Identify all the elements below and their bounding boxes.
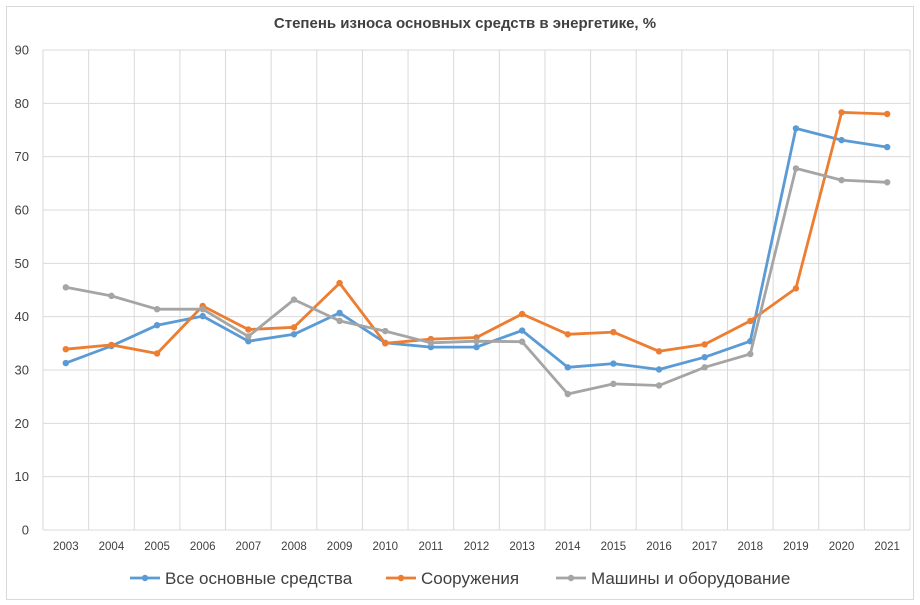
legend-label: Сооружения — [421, 569, 519, 588]
data-point — [518, 310, 526, 318]
y-tick-label: 30 — [15, 363, 29, 378]
x-tick-label: 2004 — [99, 541, 125, 553]
x-tick-label: 2013 — [509, 541, 535, 553]
x-tick-label: 2011 — [419, 541, 444, 553]
data-point — [382, 327, 389, 335]
x-tick-label: 2005 — [144, 541, 170, 553]
data-point — [153, 306, 161, 313]
data-point — [655, 348, 663, 355]
data-point — [747, 317, 754, 325]
data-point — [701, 341, 708, 348]
data-point — [245, 333, 252, 340]
legend-label: Машины и оборудование — [591, 569, 790, 588]
series-line — [64, 126, 889, 371]
x-tick-label: 2017 — [692, 541, 718, 553]
data-point — [883, 110, 891, 118]
data-point — [838, 136, 845, 144]
y-tick-label: 50 — [15, 256, 29, 271]
y-tick-label: 60 — [15, 203, 29, 218]
series-lines — [62, 109, 891, 398]
data-point — [792, 285, 800, 292]
data-point — [199, 306, 206, 313]
data-point — [336, 279, 343, 287]
data-point — [701, 354, 708, 361]
data-point — [747, 350, 754, 358]
legend-item: Все основные средства — [130, 569, 353, 588]
data-point — [473, 338, 480, 345]
data-point — [838, 109, 845, 116]
legend-marker — [567, 574, 575, 582]
data-point — [518, 338, 526, 345]
legend-item: Сооружения — [386, 569, 519, 588]
data-point — [610, 360, 617, 367]
data-point — [382, 340, 389, 347]
data-point — [564, 364, 571, 371]
legend-item: Машины и оборудование — [556, 569, 790, 588]
data-point — [108, 341, 115, 349]
chart-title: Степень износа основных средств в энерге… — [274, 15, 656, 32]
data-point — [62, 284, 70, 291]
data-point — [290, 296, 298, 303]
data-point — [153, 322, 161, 329]
series-line — [64, 111, 889, 355]
x-axis-ticks: 2003 2004 2005 2006 2007 2008 2009 2010 2011 2012… — [53, 541, 900, 553]
data-point — [290, 324, 298, 331]
data-point — [838, 176, 845, 184]
x-tick-label: 2006 — [190, 541, 216, 553]
data-point — [290, 331, 298, 338]
data-point — [336, 309, 343, 317]
data-point — [336, 317, 343, 325]
data-point — [564, 390, 571, 398]
x-tick-label: 2003 — [53, 541, 79, 553]
x-tick-label: 2019 — [783, 541, 809, 553]
data-point — [883, 143, 891, 151]
gridlines — [42, 49, 911, 531]
legend-marker — [397, 574, 405, 582]
x-tick-label: 2007 — [236, 541, 262, 553]
data-point — [610, 328, 617, 336]
x-tick-label: 2018 — [737, 541, 763, 553]
data-point — [153, 350, 161, 357]
x-tick-label: 2009 — [327, 541, 353, 553]
x-tick-label: 2020 — [829, 541, 855, 553]
x-tick-label: 2010 — [372, 541, 398, 553]
legend: Все основные средства Сооружения Машины и … — [130, 569, 790, 588]
x-tick-label: 2012 — [464, 541, 490, 553]
data-point — [701, 364, 708, 371]
y-tick-label: 90 — [15, 43, 29, 58]
x-tick-label: 2015 — [601, 541, 627, 553]
data-point — [610, 380, 617, 388]
data-point — [792, 125, 800, 132]
data-point — [245, 338, 252, 345]
x-tick-label: 2016 — [646, 541, 672, 553]
y-axis-ticks: 0 10 20 30 40 50 60 70 80 90 — [15, 43, 29, 538]
data-point — [564, 331, 571, 338]
y-tick-label: 70 — [15, 149, 29, 164]
y-tick-label: 40 — [15, 309, 29, 324]
data-point — [427, 339, 435, 346]
data-point — [62, 346, 70, 353]
y-tick-label: 20 — [15, 416, 29, 431]
data-point — [199, 312, 206, 320]
data-point — [792, 165, 800, 172]
data-point — [518, 327, 526, 334]
x-tick-label: 2014 — [555, 541, 581, 553]
y-tick-label: 0 — [22, 523, 29, 538]
series-3 — [62, 165, 891, 398]
legend-label: Все основные средства — [165, 569, 353, 588]
data-point — [655, 366, 663, 373]
data-point — [883, 179, 891, 186]
data-point — [473, 343, 480, 351]
data-point — [62, 359, 70, 367]
y-tick-label: 10 — [15, 469, 29, 484]
data-point — [108, 292, 115, 300]
x-tick-label: 2021 — [874, 541, 900, 553]
data-point — [245, 326, 252, 333]
y-tick-label: 80 — [15, 96, 29, 111]
legend-marker — [141, 574, 149, 582]
x-tick-label: 2008 — [281, 541, 307, 553]
data-point — [655, 382, 663, 389]
